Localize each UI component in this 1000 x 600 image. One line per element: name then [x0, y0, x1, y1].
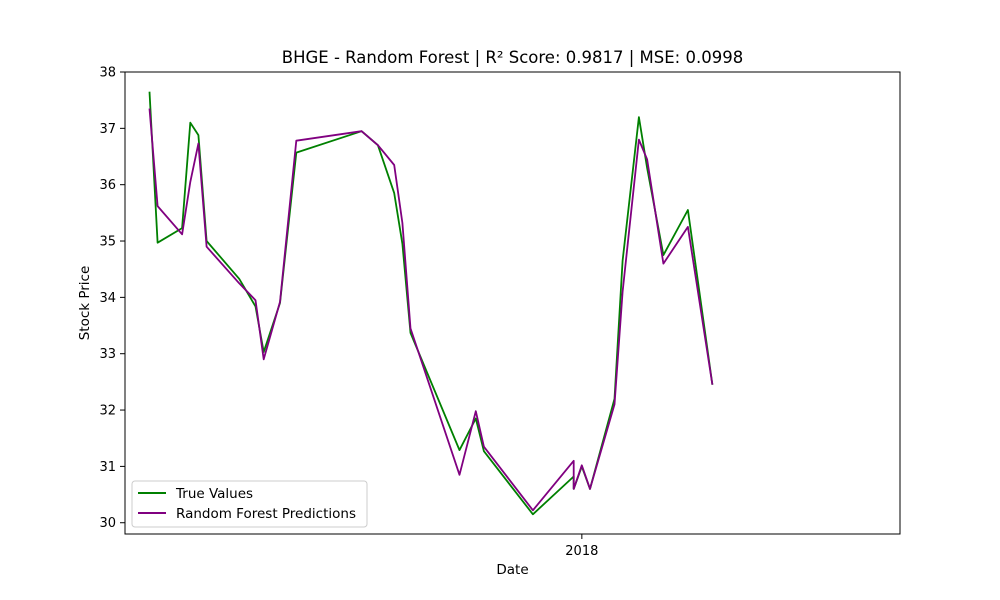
x-axis-title: Date [496, 562, 528, 578]
legend-box [131, 480, 368, 528]
y-tick-label: 33 [99, 347, 116, 362]
series-lines [148, 91, 714, 516]
y-tick-label: 30 [99, 516, 116, 531]
y-tick-label: 34 [99, 291, 116, 306]
y-tick-label: 38 [99, 66, 116, 81]
y-tick-label: 36 [99, 178, 116, 193]
x-axis: 2018 [565, 534, 598, 559]
plot-area: 30 31 32 33 34 35 36 37 38 2018 [99, 66, 901, 559]
y-tick-label: 37 [99, 122, 116, 137]
y-axis: 30 31 32 33 34 35 36 37 38 [99, 66, 125, 531]
legend: True Values Random Forest Predictions [131, 480, 368, 528]
chart-title: BHGE - Random Forest | R² Score: 0.9817 … [282, 48, 743, 67]
y-axis-title: Stock Price [77, 266, 93, 341]
series-line-rf-predictions [148, 108, 714, 512]
plot-frame [124, 71, 901, 535]
y-tick-label: 32 [99, 404, 116, 419]
y-tick-label: 35 [99, 235, 116, 250]
legend-label-true-values: True Values [175, 486, 253, 502]
x-tick-label: 2018 [565, 544, 598, 559]
legend-label-rf-predictions: Random Forest Predictions [176, 506, 356, 522]
y-tick-label: 31 [99, 460, 116, 475]
